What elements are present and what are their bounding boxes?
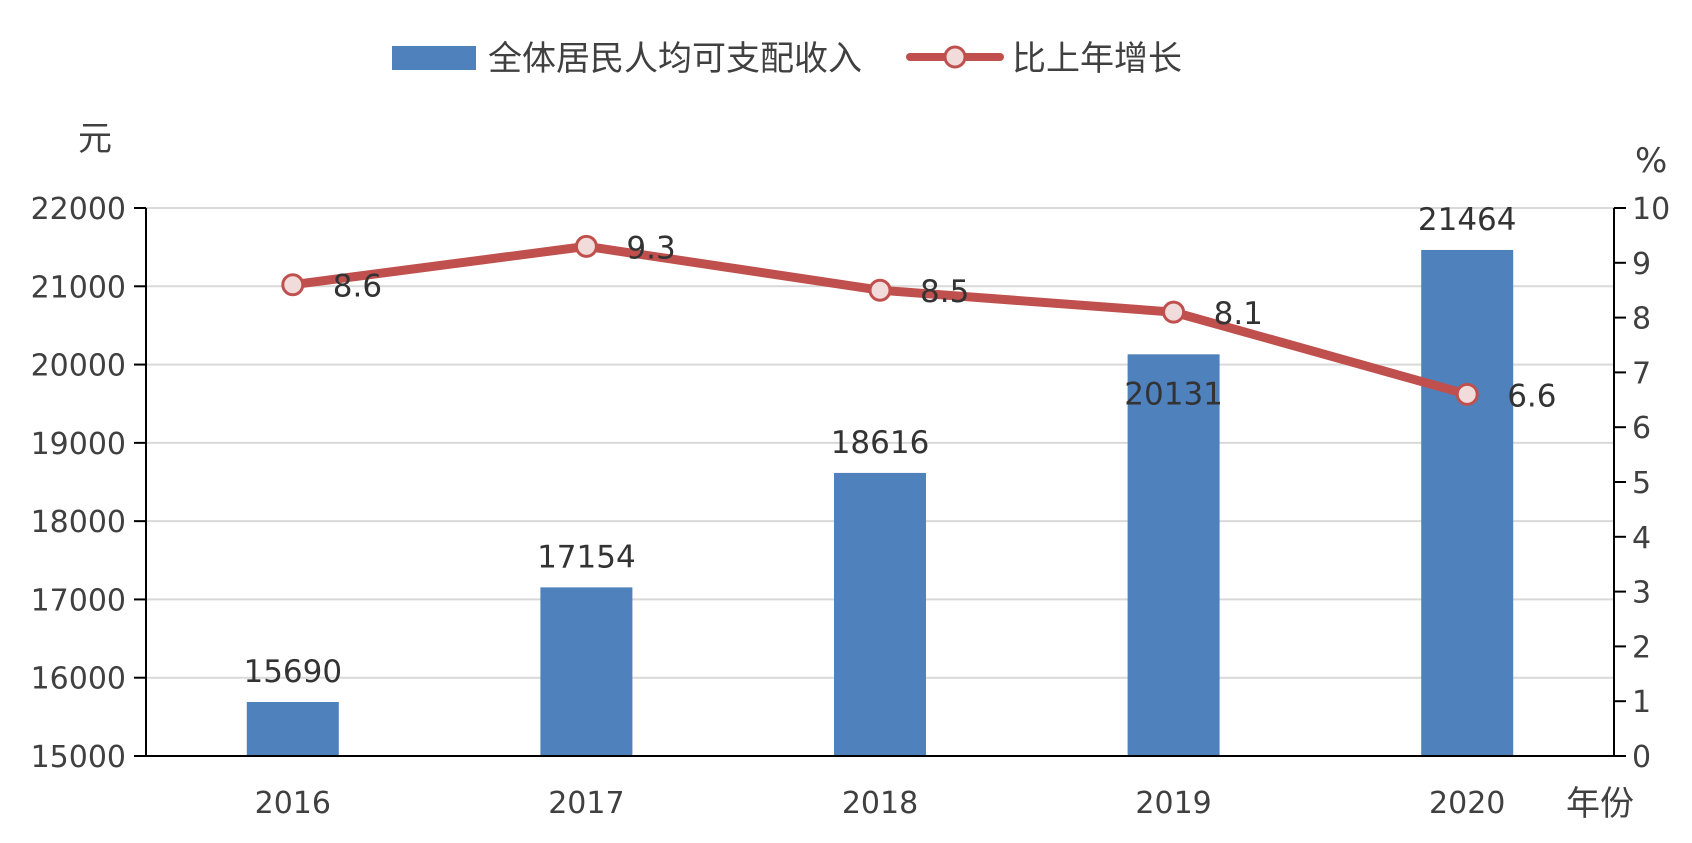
bar-2019 bbox=[1127, 354, 1220, 756]
bar-series bbox=[246, 249, 1514, 757]
y-left-tick-label-18000: 18000 bbox=[31, 505, 126, 540]
growth-label-2016: 8.6 bbox=[333, 269, 382, 305]
y-right-tick-label-5: 5 bbox=[1632, 466, 1651, 501]
data-labels: 15690 17154 18616 20131 21464 8.6 9.3 8.5 8.1 6.6 bbox=[243, 202, 1556, 690]
y-left-unit: 元 bbox=[78, 119, 112, 159]
y-left-tick-label-22000: 22000 bbox=[31, 192, 126, 227]
y-left-tick-label-21000: 21000 bbox=[31, 270, 126, 305]
bar-2018 bbox=[834, 472, 926, 756]
bar-label-2019: 20131 bbox=[1124, 376, 1223, 412]
growth-label-2019: 8.1 bbox=[1214, 296, 1263, 332]
axes: 15000 16000 17000 18000 19000 20000 21000 22000… bbox=[31, 192, 1671, 821]
y-left-tick-label-20000: 20000 bbox=[31, 349, 126, 384]
y-right-tick-label-1: 1 bbox=[1632, 685, 1651, 720]
bar-label-2020: 21464 bbox=[1418, 202, 1517, 238]
growth-label-2020: 6.6 bbox=[1507, 378, 1556, 414]
bar-label-2017: 17154 bbox=[537, 539, 636, 575]
growth-point-2016 bbox=[281, 273, 305, 297]
growth-point-2020 bbox=[1455, 382, 1479, 406]
x-unit: 年份 bbox=[1566, 784, 1634, 824]
y-left-tick-label-15000: 15000 bbox=[31, 740, 126, 775]
x-tick-label-2016: 2016 bbox=[255, 786, 331, 821]
bar-2016 bbox=[246, 701, 339, 756]
y-right-tick-label-2: 2 bbox=[1632, 630, 1651, 665]
y-right-tick-label-0: 0 bbox=[1632, 740, 1651, 775]
growth-point-2019 bbox=[1162, 300, 1186, 324]
y-right-tick-label-9: 9 bbox=[1632, 247, 1651, 282]
y-right-tick-label-7: 7 bbox=[1632, 356, 1651, 391]
x-tick-label-2018: 2018 bbox=[842, 786, 918, 821]
bar-label-2016: 15690 bbox=[243, 654, 342, 690]
bar-2020 bbox=[1421, 249, 1514, 757]
growth-point-2018 bbox=[868, 278, 892, 302]
y-right-tick-label-4: 4 bbox=[1632, 521, 1651, 556]
y-left-tick-label-17000: 17000 bbox=[31, 583, 126, 618]
y-right-unit: % bbox=[1635, 141, 1667, 181]
y-left-tick-label-19000: 19000 bbox=[31, 427, 126, 462]
y-left-tick-label-16000: 16000 bbox=[31, 662, 126, 697]
legend-label-growth: 比上年增长 bbox=[1012, 39, 1182, 79]
y-right-tick-label-8: 8 bbox=[1632, 302, 1651, 337]
bar-2017 bbox=[540, 587, 633, 756]
legend-label-income: 全体居民人均可支配收入 bbox=[488, 39, 862, 79]
bar-label-2018: 18616 bbox=[831, 425, 930, 461]
y-right-tick-label-6: 6 bbox=[1632, 411, 1651, 446]
x-tick-label-2020: 2020 bbox=[1429, 786, 1505, 821]
legend-swatch-growth-marker bbox=[943, 45, 967, 69]
growth-point-2017 bbox=[574, 234, 598, 258]
line-series bbox=[281, 234, 1479, 406]
x-tick-label-2017: 2017 bbox=[548, 786, 624, 821]
legend-swatch-income bbox=[392, 46, 476, 70]
growth-label-2018: 8.5 bbox=[920, 274, 969, 310]
y-right-tick-label-3: 3 bbox=[1632, 576, 1651, 611]
growth-label-2017: 9.3 bbox=[626, 230, 675, 266]
y-right-tick-label-10: 10 bbox=[1632, 192, 1670, 227]
growth-line bbox=[288, 241, 1472, 399]
legend: 全体居民人均可支配收入 比上年增长 bbox=[392, 39, 1182, 79]
x-tick-label-2019: 2019 bbox=[1135, 786, 1211, 821]
